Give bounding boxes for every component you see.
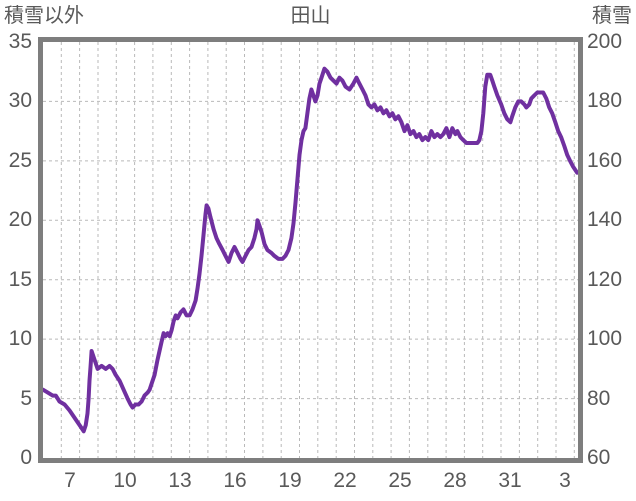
chart-title: 田山 xyxy=(290,5,331,27)
right-axis-tick-160: 160 xyxy=(587,148,623,172)
x-axis-tick-31: 31 xyxy=(498,469,522,492)
x-axis-tick-25: 25 xyxy=(388,469,412,492)
left-axis-title: 積雪以外 xyxy=(4,5,84,27)
x-axis-tick-16: 16 xyxy=(223,469,247,492)
x-axis-tick-28: 28 xyxy=(443,469,467,492)
right-axis-tick-180: 180 xyxy=(587,89,623,113)
left-axis-tick-10: 10 xyxy=(8,327,32,351)
left-axis-tick-20: 20 xyxy=(8,208,32,232)
x-axis-tick-13: 13 xyxy=(168,469,192,492)
x-axis-tick-3: 3 xyxy=(559,469,571,492)
right-axis-tick-100: 100 xyxy=(587,327,623,351)
right-axis-tick-60: 60 xyxy=(587,446,611,469)
left-axis-tick-5: 5 xyxy=(20,386,32,410)
x-axis-tick-19: 19 xyxy=(278,469,302,492)
left-axis-tick-15: 15 xyxy=(8,267,32,291)
right-axis-tick-120: 120 xyxy=(587,267,623,291)
x-axis-tick-7: 7 xyxy=(64,469,76,492)
right-axis-tick-140: 140 xyxy=(587,208,623,232)
x-axis-tick-10: 10 xyxy=(113,469,137,492)
x-axis-tick-22: 22 xyxy=(333,469,357,492)
plot-svg xyxy=(43,42,578,458)
left-axis-tick-30: 30 xyxy=(8,89,32,113)
plot-area xyxy=(38,37,583,463)
right-axis-title: 積雪 xyxy=(592,5,632,27)
right-axis-tick-80: 80 xyxy=(587,386,611,410)
left-axis-tick-0: 0 xyxy=(20,446,32,469)
left-axis-tick-25: 25 xyxy=(8,148,32,172)
right-axis-tick-200: 200 xyxy=(587,30,623,53)
snow-depth-line xyxy=(43,66,578,434)
left-axis-tick-35: 35 xyxy=(8,30,32,53)
